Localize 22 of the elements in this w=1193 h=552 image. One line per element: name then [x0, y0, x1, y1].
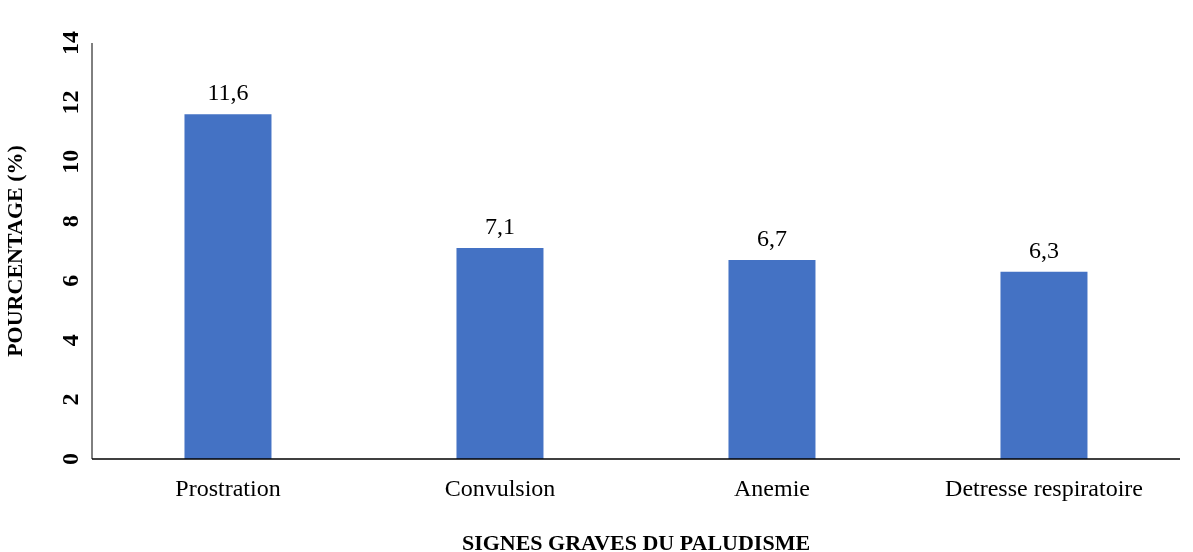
bar [456, 248, 544, 459]
x-tick-label: Detresse respiratoire [945, 475, 1143, 502]
y-tick-label: 2 [57, 393, 83, 406]
y-tick-label: 6 [57, 274, 83, 287]
bar [184, 114, 272, 459]
y-tick-label: 0 [57, 453, 83, 465]
x-tick-label: Anemie [734, 475, 810, 502]
x-axis-title: SIGNES GRAVES DU PALUDISME [461, 530, 811, 552]
y-tick-label: 8 [57, 215, 83, 228]
data-label: 7,1 [484, 213, 515, 240]
x-tick-label: Convulsion [444, 475, 556, 502]
data-label: 11,6 [207, 79, 249, 106]
data-label: 6,7 [756, 224, 787, 251]
data-label: 6,3 [1028, 236, 1059, 263]
bar [1000, 271, 1088, 459]
y-tick-label: 4 [57, 334, 83, 347]
y-tick-label: 14 [57, 31, 83, 55]
y-tick-label: 10 [57, 149, 83, 174]
x-tick-label: Prostration [175, 475, 281, 502]
y-axis-title: POURCENTAGE (%) [1, 145, 27, 357]
y-tick-label: 12 [57, 90, 83, 115]
bar [728, 259, 816, 459]
